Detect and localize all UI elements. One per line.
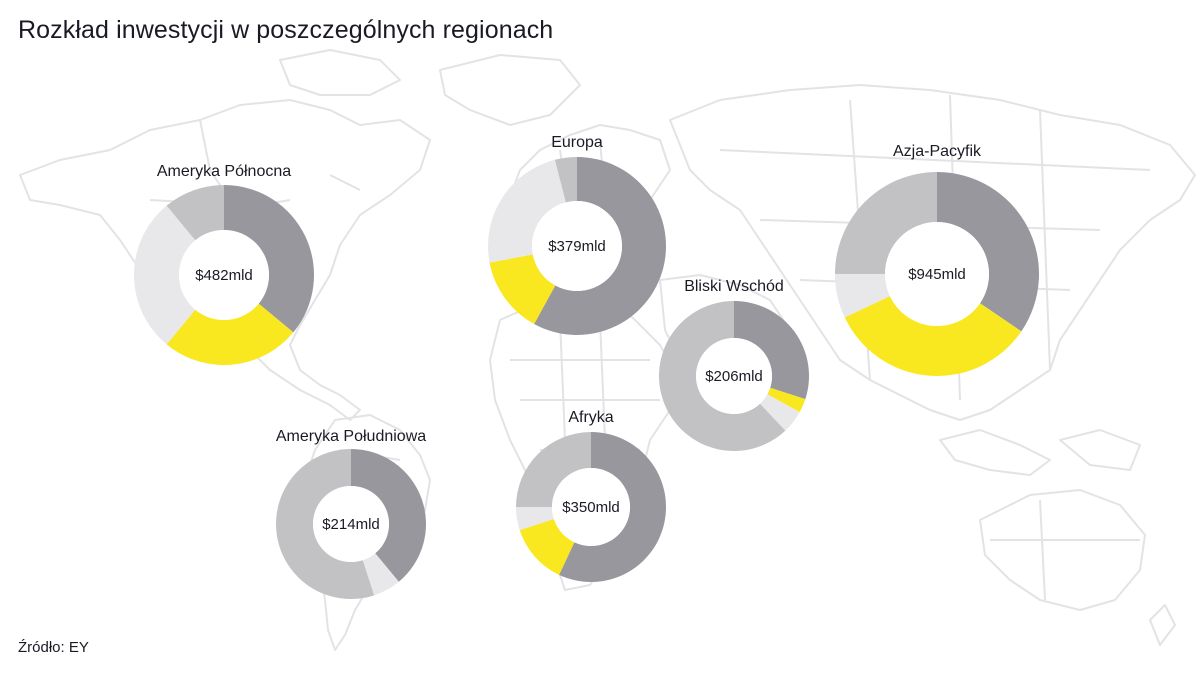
donut-segment-bliski-wschod-2	[760, 394, 800, 431]
donut-segment-afryka-2	[516, 507, 554, 531]
donut-ameryka-poludniowa: $214mld Ameryka Południowa	[276, 428, 426, 599]
source-note: Źródło: EY	[18, 639, 89, 656]
donut-hole-europa	[532, 201, 622, 291]
donut-hole-bliski-wschod	[696, 338, 772, 414]
donut-segment-europa-0	[534, 157, 666, 335]
donut-segment-afryka-3	[516, 432, 591, 507]
donut-segment-afryka-1	[519, 519, 575, 575]
donut-bliski-wschod: $206mld Bliski Wschód	[658, 278, 810, 451]
donut-total-azja-pacyfik: $945mld	[908, 266, 966, 283]
donut-hole-ameryka-poludniowa	[313, 486, 389, 562]
donut-segment-ameryka-polnocna-0	[224, 185, 315, 333]
donut-total-europa: $379mld	[548, 238, 606, 255]
donut-hole-afryka	[552, 468, 630, 546]
donut-hole-ameryka-polnocna	[179, 230, 269, 320]
donut-azja-pacyfik: $945mld Azja-Pacyfik	[835, 143, 1039, 376]
donut-segment-europa-1	[489, 254, 556, 324]
donut-segment-ameryka-polnocna-1	[166, 303, 294, 366]
region-label-ameryka-polnocna: Ameryka Północna	[157, 163, 291, 180]
donut-segment-bliski-wschod-0	[734, 300, 810, 400]
donut-total-ameryka-polnocna: $482mld	[195, 267, 253, 284]
region-label-europa: Europa	[551, 134, 603, 151]
donut-segment-ameryka-polnocna-3	[166, 185, 224, 241]
donut-segment-ameryka-poludniowa-0	[351, 449, 427, 582]
donut-ameryka-polnocna: $482mld Ameryka Północna	[133, 163, 315, 366]
region-label-afryka: Afryka	[568, 409, 613, 426]
donut-segment-ameryka-poludniowa-2	[276, 449, 375, 599]
donut-segment-afryka-0	[559, 432, 667, 582]
donut-segment-azja-pacyfik-3	[835, 172, 937, 274]
region-label-azja-pacyfik: Azja-Pacyfik	[893, 143, 982, 160]
donut-total-afryka: $350mld	[562, 499, 620, 516]
region-label-bliski-wschod: Bliski Wschód	[684, 278, 784, 295]
donut-europa: $379mld Europa	[488, 134, 666, 335]
donut-segment-ameryka-polnocna-2	[133, 205, 196, 345]
donut-segment-bliski-wschod-3	[658, 301, 786, 451]
donut-hole-azja-pacyfik	[885, 222, 989, 326]
chart-title: Rozkład inwestycji w poszczególnych regi…	[18, 16, 554, 44]
donut-segment-bliski-wschod-1	[767, 387, 806, 413]
donut-segment-azja-pacyfik-2	[835, 274, 890, 318]
donut-afryka: $350mld Afryka	[516, 409, 667, 582]
donut-segment-europa-2	[488, 159, 566, 263]
region-label-ameryka-poludniowa: Ameryka Południowa	[276, 428, 426, 445]
donut-total-bliski-wschod: $206mld	[705, 368, 763, 385]
donut-total-ameryka-poludniowa: $214mld	[322, 516, 380, 533]
donut-segment-ameryka-poludniowa-1	[362, 553, 399, 596]
donut-segment-europa-3	[554, 157, 577, 203]
donut-segment-azja-pacyfik-1	[844, 296, 1022, 376]
donut-segment-azja-pacyfik-0	[937, 172, 1039, 332]
